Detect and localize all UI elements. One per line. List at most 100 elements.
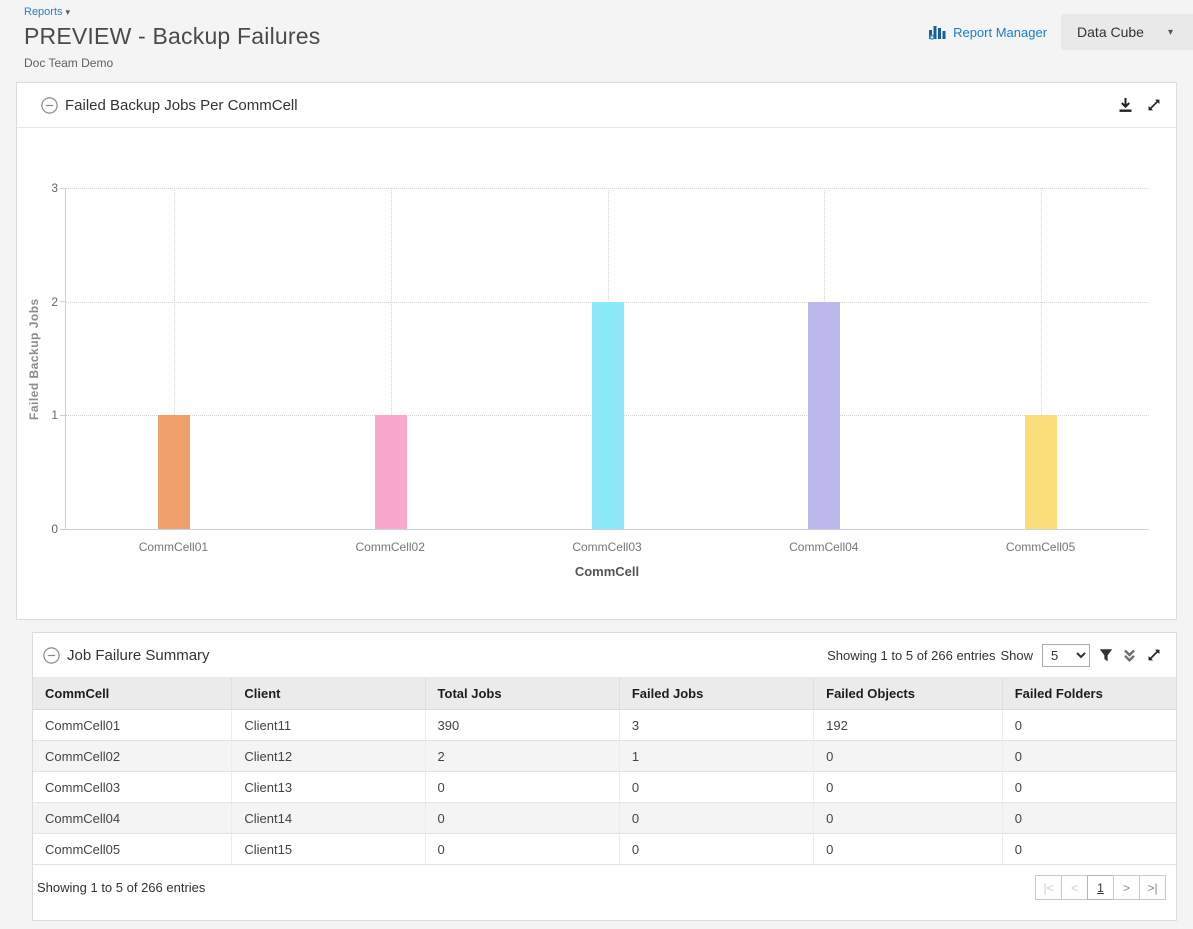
column-header[interactable]: Client [231, 678, 426, 710]
table-cell: Client14 [231, 802, 426, 834]
y-tick-label: 3 [51, 181, 58, 195]
table-panel-header: Job Failure Summary Showing 1 to 5 of 26… [33, 633, 1176, 678]
page-header: Reports ▾ PREVIEW - Backup Failures Doc T… [0, 0, 1193, 82]
table-cell: 0 [813, 833, 1003, 865]
plot-area: 0 1 2 3 [51, 181, 1149, 536]
page-1-button[interactable]: 1 [1087, 875, 1114, 900]
x-tick-label: CommCell03 [572, 540, 642, 554]
page-size-select[interactable]: 5 [1042, 643, 1090, 667]
table-cell: CommCell04 [33, 802, 233, 834]
v-gridline [390, 188, 392, 529]
showing-entries-text: Showing 1 to 5 of 266 entries [37, 880, 206, 895]
table-cell: CommCell02 [33, 740, 233, 772]
bar-CommCell01[interactable] [158, 415, 191, 529]
expand-icon[interactable] [1146, 97, 1162, 113]
page-title: PREVIEW - Backup Failures [24, 23, 321, 49]
table-cell: CommCell05 [33, 833, 233, 865]
v-gridline [1040, 188, 1042, 529]
column-header[interactable]: Failed Jobs [619, 678, 815, 710]
x-tick-label: CommCell04 [789, 540, 859, 554]
collapse-icon[interactable] [41, 96, 58, 114]
table-cell: 0 [425, 771, 620, 803]
table-cell: 0 [813, 771, 1003, 803]
table-row: CommCell04 Client14 0 0 0 0 [33, 802, 1176, 834]
table-header-row: CommCell Client Total Jobs Failed Jobs Faile… [33, 678, 1176, 710]
table-footer: Showing 1 to 5 of 266 entries |< <1 > >| [33, 865, 1176, 920]
breadcrumb-reports-link[interactable]: Reports [24, 6, 63, 18]
table-cell: Client12 [231, 740, 426, 772]
table-cell: Client15 [231, 833, 426, 865]
pagination: |< <1 > >| [1035, 875, 1166, 900]
table-cell: 0 [813, 802, 1003, 834]
bar-CommCell03[interactable] [591, 301, 624, 529]
y-tick-label: 1 [51, 408, 58, 423]
report-manager-icon [928, 24, 946, 40]
job-failure-summary-table: CommCell Client Total Jobs Failed Jobs Faile… [33, 678, 1176, 865]
column-header[interactable]: Failed Folders [1002, 678, 1176, 710]
table-cell: 0 [619, 771, 815, 803]
y-axis-title: Failed Backup Jobs [27, 298, 41, 420]
table-cell: 0 [619, 833, 815, 865]
table-cell: 0 [1002, 709, 1176, 741]
table-panel-title: Job Failure Summary [67, 646, 210, 664]
table-cell: Client11 [231, 709, 426, 741]
x-axis-title: CommCell [574, 564, 640, 579]
y-tick-mark [60, 414, 66, 416]
show-label: Show [1000, 647, 1033, 663]
chart-panel-title: Failed Backup Jobs Per CommCell [65, 96, 298, 114]
x-tick-labels: CommCell01 CommCell02 CommCell03 CommCell04… [65, 540, 1149, 554]
chart-panel: Failed Backup Jobs Per CommCell Failed B… [16, 82, 1177, 620]
table-cell: 0 [1002, 771, 1176, 803]
breadcrumb-caret-icon[interactable]: ▾ [65, 7, 71, 17]
expand-icon[interactable] [1146, 647, 1162, 663]
column-header[interactable]: Total Jobs [425, 678, 620, 710]
bar-CommCell02[interactable] [374, 415, 407, 529]
table-cell: 2 [425, 740, 620, 772]
first-page-button[interactable]: |< [1035, 875, 1062, 900]
prev-page-button[interactable]: < [1061, 875, 1088, 900]
data-cube-button[interactable]: Data Cube ▾ [1061, 14, 1193, 50]
table-cell: 390 [425, 709, 620, 741]
x-tick-label: CommCell01 [138, 540, 209, 554]
table-cell: 3 [619, 709, 815, 741]
column-header[interactable]: CommCell [33, 678, 233, 710]
breadcrumb: Reports ▾ [24, 6, 1193, 20]
v-gridline [174, 188, 176, 529]
y-tick-label: 2 [51, 294, 58, 309]
report-manager-label: Report Manager [953, 24, 1048, 40]
x-tick-label: CommCell05 [1005, 540, 1076, 554]
report-manager-link[interactable]: Report Manager [928, 24, 1047, 40]
bar-CommCell04[interactable] [808, 301, 841, 529]
table-cell: 0 [1002, 802, 1176, 834]
table-cell: CommCell01 [33, 709, 233, 741]
table-cell: 192 [813, 709, 1003, 741]
bar-CommCell05[interactable] [1024, 415, 1057, 529]
table-cell: 0 [425, 833, 620, 865]
download-icon[interactable] [1118, 97, 1133, 113]
column-header[interactable]: Failed Objects [813, 678, 1003, 710]
y-tick-mark [60, 301, 66, 303]
data-cube-label: Data Cube [1077, 24, 1144, 40]
table-cell: 0 [1002, 740, 1176, 772]
double-chevron-down-icon[interactable] [1122, 648, 1137, 663]
table-row: CommCell01 Client11 390 3 192 0 [33, 709, 1176, 741]
y-tick-label: 0 [51, 522, 58, 536]
table-panel: Job Failure Summary Showing 1 to 5 of 26… [32, 632, 1177, 921]
table-row: CommCell02 Client12 2 1 0 0 [33, 740, 1176, 772]
collapse-icon[interactable] [43, 646, 60, 664]
table-cell: 1 [619, 740, 815, 772]
chart-panel-header: Failed Backup Jobs Per CommCell [17, 83, 1176, 128]
next-page-button[interactable]: > [1113, 875, 1140, 900]
table-row: CommCell05 Client15 0 0 0 0 [33, 833, 1176, 865]
y-tick-mark [60, 187, 66, 189]
table-cell: 0 [813, 740, 1003, 772]
table-cell: CommCell03 [33, 771, 233, 803]
showing-entries-text: Showing 1 to 5 of 266 entries [827, 647, 996, 663]
table-cell: 0 [425, 802, 620, 834]
last-page-button[interactable]: >| [1139, 875, 1166, 900]
filter-icon[interactable] [1099, 648, 1113, 662]
page-subtitle: Doc Team Demo [24, 56, 114, 70]
table-cell: 0 [1002, 833, 1176, 865]
x-tick-label: CommCell02 [355, 540, 425, 554]
